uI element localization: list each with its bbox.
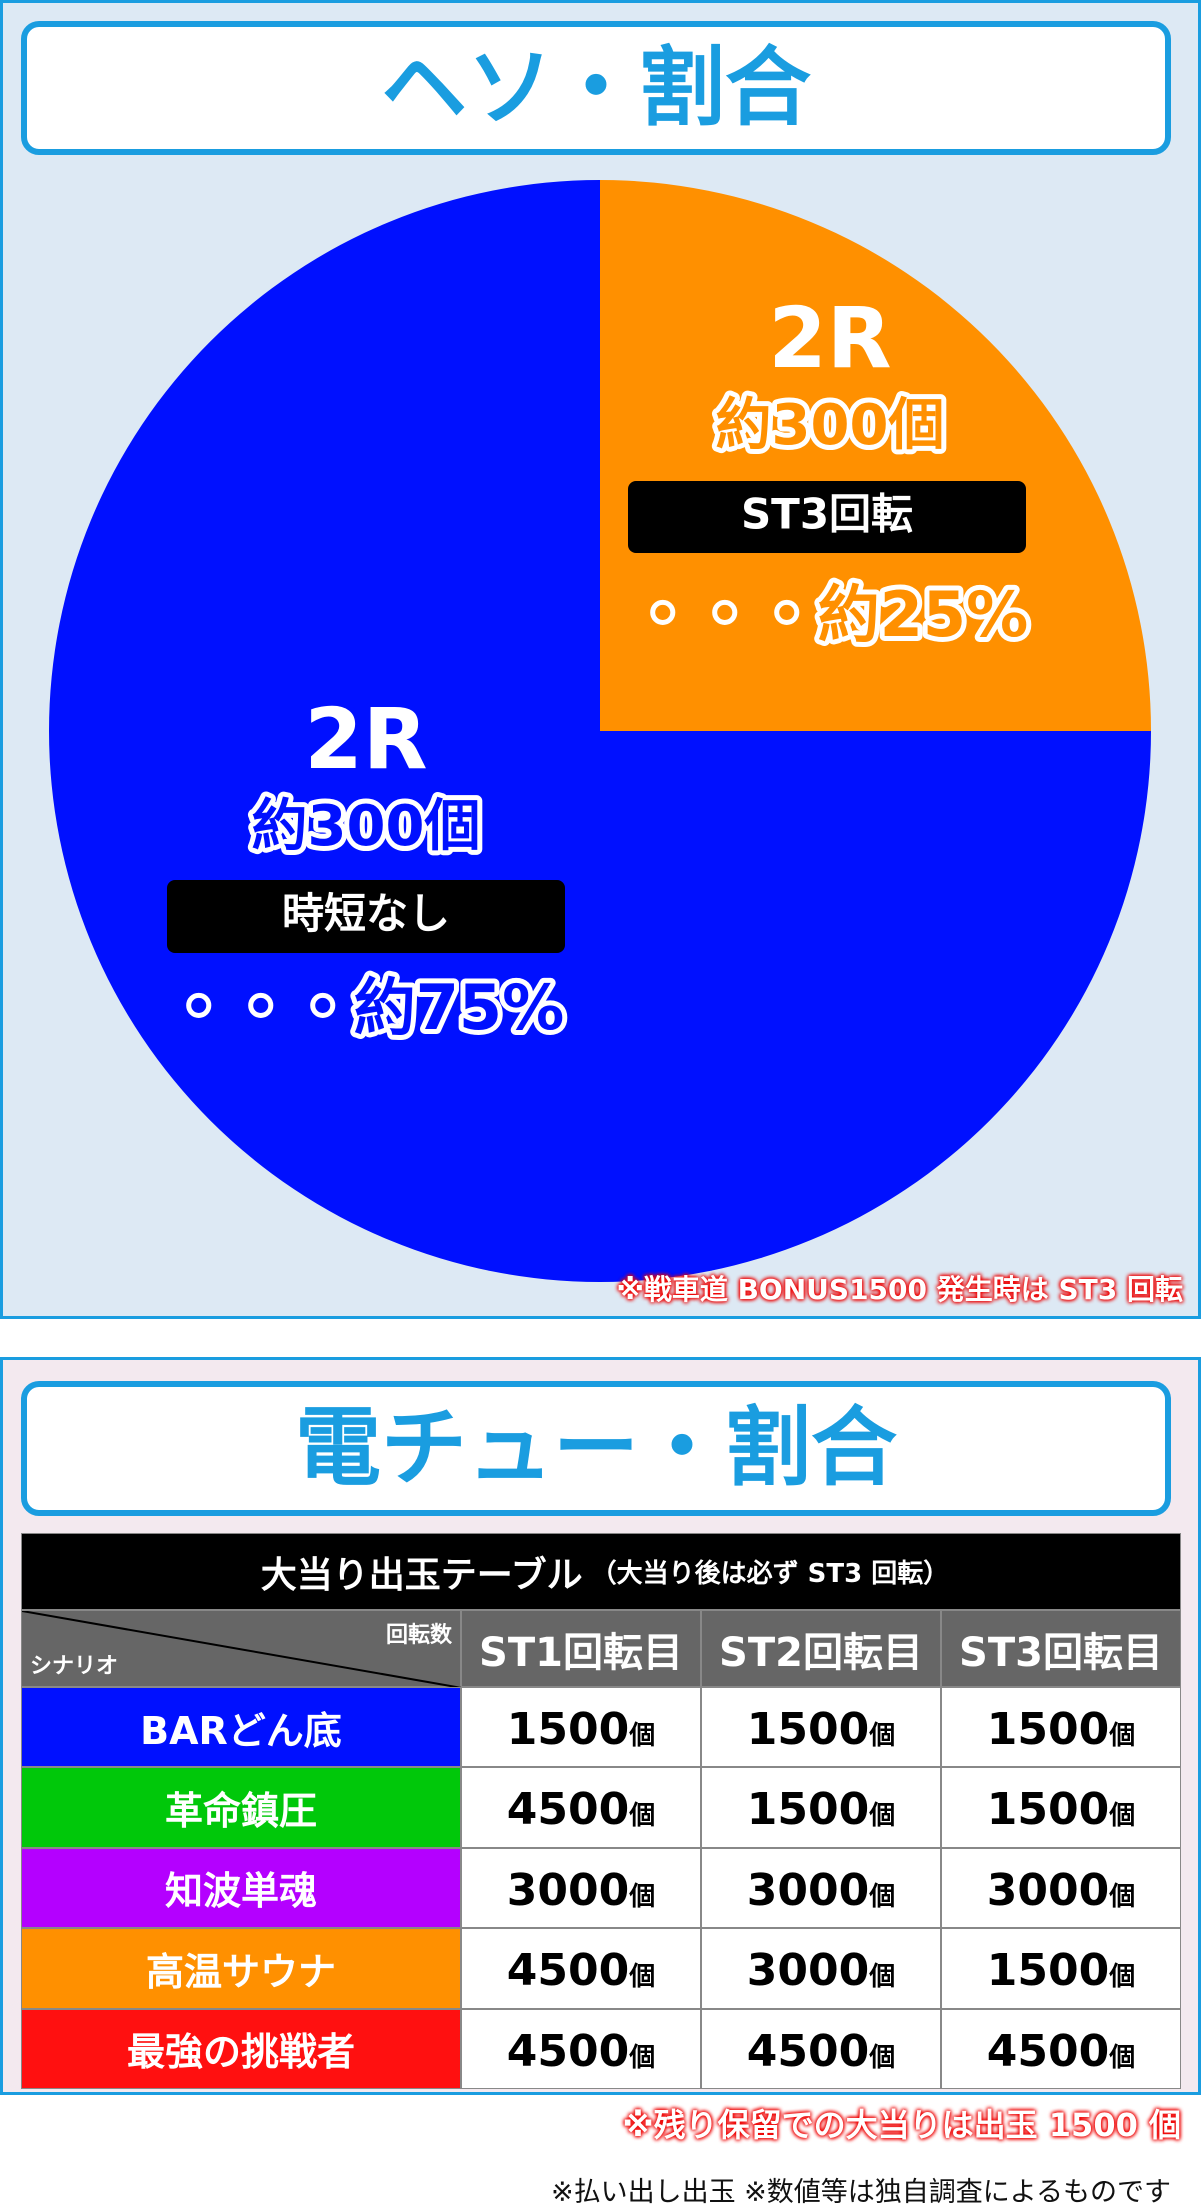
pie-note: ※戦車道 BONUS1500 発生時は ST3 回転: [616, 1273, 1183, 1306]
pie-slice: [49, 180, 1151, 1282]
label-box: [628, 481, 1026, 553]
round-label: 2R: [768, 289, 891, 387]
value: 1500: [746, 1784, 870, 1836]
value: 1500: [986, 1784, 1110, 1836]
value-cell: 1500 個: [941, 1928, 1181, 2009]
value: 3000: [746, 1945, 870, 1997]
value-cell: 4500 個: [461, 1767, 701, 1848]
row-header: 高温サウナ: [21, 1928, 461, 2009]
pie-slice: [600, 180, 1151, 731]
column-header: ST1回転目: [461, 1610, 701, 1687]
value: 4500: [746, 2025, 870, 2077]
value-cell: 1500 個: [701, 1767, 941, 1848]
unit: 個: [1109, 1881, 1136, 1912]
value-cell: 3000 個: [461, 1847, 701, 1929]
section-title: 電チュー・割合: [21, 1381, 1171, 1516]
value: 4500: [986, 2025, 1110, 2077]
unit: 個: [869, 2042, 896, 2073]
st-label: 時短なし: [282, 889, 450, 938]
value-cell: 1500 個: [941, 1767, 1181, 1848]
value-cell: 1500 個: [941, 1687, 1181, 1768]
source: ※払い出し出玉 ※数値等は独自調査によるものです: [550, 2177, 1171, 2208]
balls-label: 約300個: [716, 393, 945, 458]
unit: 個: [629, 1801, 656, 1832]
value-cell: 3000 個: [941, 1847, 1181, 1929]
table-caption: 大当り出玉テーブル: [260, 1554, 583, 1596]
row-header: 最強の挑戦者: [21, 2008, 461, 2089]
unit: 個: [869, 1962, 896, 1993]
row-header: 革命鎮圧: [21, 1767, 461, 1848]
unit: 個: [629, 1881, 656, 1912]
unit: 個: [1109, 2042, 1136, 2073]
row-header: BARどん底: [21, 1687, 461, 1768]
value-cell: 4500 個: [701, 2008, 941, 2089]
unit: 個: [869, 1721, 896, 1751]
value: 3000: [746, 1864, 870, 1916]
table: 大当り出玉テーブル （大当り後は必ず ST3 回転） 回転数 シナリオ ST1回転目 ST…: [21, 1533, 1181, 2090]
table-subcaption: （大当り後は必ず ST3 回転）: [590, 1559, 950, 1589]
value-cell: 4500 個: [941, 2008, 1181, 2089]
label-box: [167, 880, 565, 953]
unit: 個: [1109, 1721, 1136, 1751]
value: 3000: [506, 1864, 630, 1916]
corner-diagonal: [22, 1611, 462, 1688]
value: 4500: [506, 2025, 630, 2077]
value: 4500: [506, 1945, 630, 1997]
unit: 個: [869, 1881, 896, 1912]
value-cell: 3000 個: [701, 1847, 941, 1929]
unit: 個: [629, 1962, 656, 1993]
value-cell: 4500 個: [461, 1928, 701, 2009]
unit: 個: [869, 1801, 896, 1832]
unit: 個: [629, 2042, 656, 2073]
value-cell: 1500 個: [701, 1687, 941, 1768]
value: 4500: [506, 1784, 630, 1836]
value-cell: 3000 個: [701, 1928, 941, 2009]
value-cell: 1500 個: [461, 1687, 701, 1768]
corner-cell: 回転数シナリオ: [21, 1610, 462, 1688]
chart-title: ヘソ・割合: [21, 21, 1171, 155]
unit: 個: [1109, 1962, 1136, 1993]
unit: 個: [1109, 1801, 1136, 1832]
value: 1500: [506, 1704, 630, 1755]
value: 1500: [746, 1704, 870, 1755]
unit: 個: [629, 1721, 656, 1751]
st-label: ST3回転: [741, 490, 913, 539]
value-label: ・・・約75%: [168, 971, 564, 1044]
column-header: ST3回転目: [941, 1610, 1181, 1687]
value: 3000: [986, 1864, 1110, 1916]
footnote: ※残り保留での大当りは出玉 1500 個: [622, 2106, 1181, 2144]
value-label: ・・・約25%: [632, 578, 1028, 651]
corner-top: 回転数: [385, 1623, 452, 1648]
value-cell: 4500 個: [461, 2008, 701, 2089]
value: 1500: [986, 1704, 1110, 1755]
corner-bottom: シナリオ: [30, 1654, 119, 1679]
value: 1500: [986, 1945, 1110, 1997]
row-header: 知波単魂: [21, 1847, 461, 1929]
round-label: 2R: [304, 690, 427, 788]
balls-label: 約300個: [252, 794, 481, 859]
column-header: ST2回転目: [701, 1610, 941, 1687]
table-header: 大当り出玉テーブル （大当り後は必ず ST3 回転）: [21, 1533, 1181, 1610]
